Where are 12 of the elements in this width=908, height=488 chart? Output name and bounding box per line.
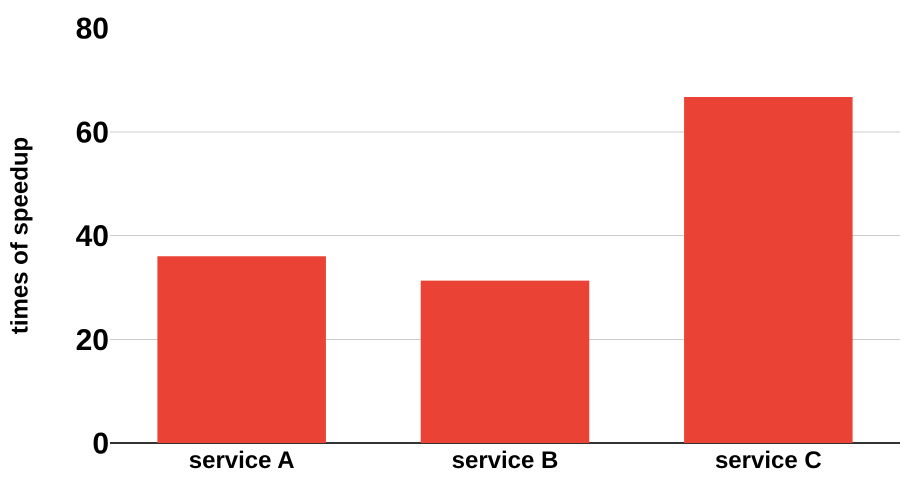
y-tick-label: 20 <box>76 324 109 357</box>
bar <box>157 256 326 443</box>
y-tick-label: 60 <box>76 116 109 150</box>
x-tick-label: service B <box>452 447 558 474</box>
x-tick-label: service A <box>188 447 295 474</box>
y-axis-title: times of speedup <box>6 136 34 334</box>
y-tick-label: 40 <box>76 220 109 253</box>
y-tick-label: 0 <box>92 428 109 460</box>
bar <box>684 96 853 443</box>
x-tick-label: service C <box>714 447 822 474</box>
y-tick-label: 80 <box>76 12 109 46</box>
bar <box>420 280 590 443</box>
